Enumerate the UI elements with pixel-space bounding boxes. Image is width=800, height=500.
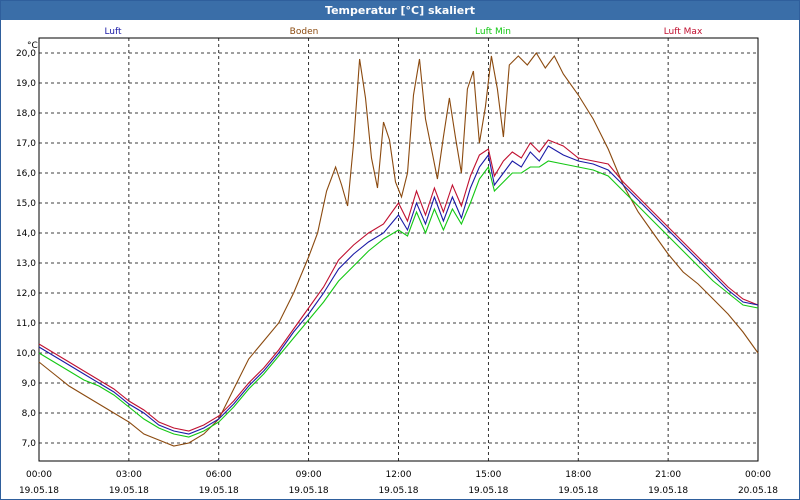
y-tick-label: 17,0	[16, 139, 36, 149]
x-tick-date: 19.05.18	[109, 486, 149, 496]
grid	[38, 38, 759, 461]
y-tick-label: 19,0	[16, 79, 36, 89]
legend: Luft Boden Luft Min Luft Max	[104, 27, 703, 37]
x-tick-date: 19.05.18	[648, 486, 688, 496]
x-tick-time: 15:00	[475, 470, 501, 480]
y-axis-unit: °C	[27, 41, 38, 51]
y-tick-label: 11,0	[16, 319, 36, 329]
y-tick-label: 14,0	[16, 229, 36, 239]
y-tick-label: 18,0	[16, 109, 36, 119]
series-line-luft	[38, 145, 759, 435]
x-tick-date: 19.05.18	[378, 486, 418, 496]
x-tick-time: 00:00	[26, 470, 52, 480]
x-tick-time: 09:00	[296, 470, 322, 480]
y-tick-label: 12,0	[16, 289, 36, 299]
x-tick-date: 19.05.18	[289, 486, 329, 496]
x-tick-date: 19.05.18	[558, 486, 598, 496]
y-tick-label: 8,0	[22, 409, 37, 419]
legend-item: Luft	[104, 27, 122, 37]
x-tick-date: 19.05.18	[468, 486, 508, 496]
legend-item: Luft Max	[664, 27, 703, 37]
x-tick-time: 18:00	[565, 470, 591, 480]
x-tick-time: 03:00	[116, 470, 142, 480]
series-line-luft-max	[38, 139, 759, 432]
series-lines	[38, 52, 759, 447]
x-tick-date: 19.05.18	[199, 486, 239, 496]
y-tick-label: 20,0	[16, 49, 36, 59]
x-tick-time: 06:00	[206, 470, 232, 480]
x-tick-time: 12:00	[386, 470, 412, 480]
y-tick-label: 16,0	[16, 169, 36, 179]
series-line-luft-min	[38, 160, 759, 438]
y-tick-label: 9,0	[22, 379, 37, 389]
y-tick-label: 15,0	[16, 199, 36, 209]
window-title: Temperatur [°C] skaliert	[1, 1, 799, 20]
y-tick-label: 13,0	[16, 259, 36, 269]
x-tick-time: 00:00	[745, 470, 771, 480]
axis-labels: °C 7,0 8,0 9,0 10,0 11,0 12,0 13,0 14,0 15,0 16,0…	[16, 41, 778, 496]
x-tick-date: 19.05.18	[19, 486, 59, 496]
x-tick-date: 20.05.18	[738, 486, 778, 496]
x-tick-time: 21:00	[655, 470, 681, 480]
legend-item: Boden	[290, 27, 319, 37]
y-tick-label: 10,0	[16, 349, 36, 359]
legend-item: Luft Min	[475, 27, 511, 37]
y-tick-label: 7,0	[22, 439, 37, 449]
